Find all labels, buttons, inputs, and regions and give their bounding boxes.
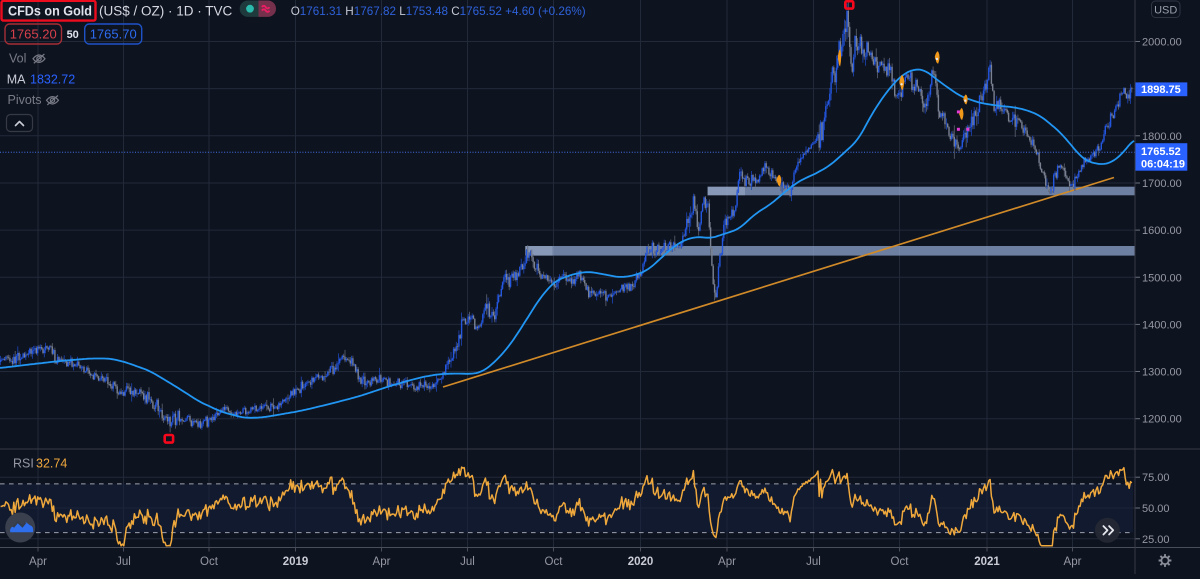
svg-text:Jul: Jul: [806, 556, 821, 568]
svg-text:1765.52: 1765.52: [1141, 146, 1181, 158]
svg-text:Vol: Vol: [9, 52, 26, 66]
svg-text:32.74: 32.74: [36, 457, 67, 471]
svg-text:1765.70: 1765.70: [90, 26, 137, 41]
svg-text:RSI: RSI: [13, 457, 34, 471]
svg-text:MA: MA: [7, 73, 26, 87]
svg-text:1600.00: 1600.00: [1142, 225, 1182, 237]
svg-text:1400.00: 1400.00: [1142, 319, 1182, 331]
svg-text:1500.00: 1500.00: [1142, 272, 1182, 284]
svg-text:Apr: Apr: [1064, 556, 1082, 568]
svg-text:1700.00: 1700.00: [1142, 178, 1182, 190]
svg-text:CFDs on Gold: CFDs on Gold: [8, 3, 92, 18]
svg-text:1800.00: 1800.00: [1142, 131, 1182, 143]
svg-text:50: 50: [67, 29, 79, 41]
svg-text:O1761.31 H1767.82 L1753.48 C17: O1761.31 H1767.82 L1753.48 C1765.52 +4.6…: [291, 4, 586, 18]
svg-text:Jul: Jul: [116, 556, 131, 568]
svg-text:Jul: Jul: [460, 556, 475, 568]
svg-text:2000.00: 2000.00: [1142, 37, 1182, 49]
svg-text:2020: 2020: [628, 556, 654, 568]
svg-text:1898.75: 1898.75: [1141, 84, 1181, 96]
svg-text:Pivots: Pivots: [8, 93, 42, 107]
svg-text:1300.00: 1300.00: [1142, 367, 1182, 379]
svg-text:25.00: 25.00: [1142, 534, 1170, 546]
svg-text:2019: 2019: [283, 556, 309, 568]
svg-text:Oct: Oct: [891, 556, 910, 568]
svg-text:1765.20: 1765.20: [10, 26, 57, 41]
svg-text:75.00: 75.00: [1142, 472, 1170, 484]
svg-text:Apr: Apr: [718, 556, 736, 568]
svg-text:Oct: Oct: [200, 556, 219, 568]
svg-text:(US$ / OZ) · 1D · TVC: (US$ / OZ) · 1D · TVC: [99, 3, 233, 18]
svg-text:1832.72: 1832.72: [30, 73, 75, 87]
svg-text:50.00: 50.00: [1142, 503, 1170, 515]
svg-text:1200.00: 1200.00: [1142, 414, 1182, 426]
svg-text:Oct: Oct: [545, 556, 564, 568]
svg-text:2021: 2021: [974, 556, 1000, 568]
svg-text:Apr: Apr: [29, 556, 47, 568]
svg-text:06:04:19: 06:04:19: [1141, 159, 1185, 171]
svg-text:USD: USD: [1154, 4, 1177, 16]
svg-text:Apr: Apr: [373, 556, 391, 568]
